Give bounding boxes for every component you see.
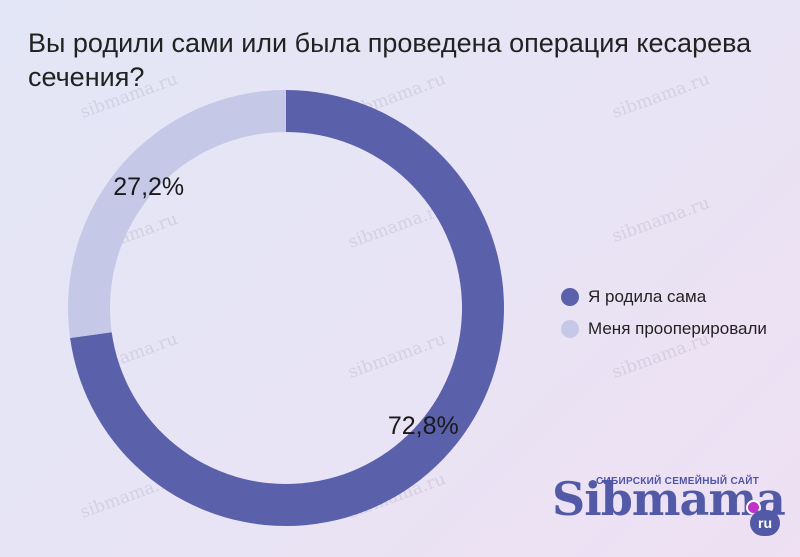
slice-value-label: 27,2% <box>113 173 184 201</box>
logo-brand: Sibmama <box>552 472 786 526</box>
logo-tagline: СИБИРСКИЙ СЕМЕЙНЫЙ САЙТ <box>596 476 760 487</box>
sibmama-logo[interactable]: Sibmama СИБИРСКИЙ СЕМЕЙНЫЙ САЙТ ru <box>548 468 788 538</box>
legend: Я родила сама Меня прооперировали <box>561 283 767 347</box>
logo-dot-icon <box>748 502 759 513</box>
donut-slice-1[interactable] <box>68 90 286 339</box>
legend-item-operated[interactable]: Меня прооперировали <box>561 315 767 343</box>
chart-title: Вы родили сами или была проведена операц… <box>28 28 752 92</box>
legend-swatch <box>561 288 579 306</box>
logo-tld: ru <box>750 510 780 536</box>
legend-label: Меня прооперировали <box>588 319 767 338</box>
legend-swatch <box>561 320 579 338</box>
legend-label: Я родила сама <box>588 287 707 306</box>
slice-value-label: 72,8% <box>388 412 459 440</box>
legend-item-self[interactable]: Я родила сама <box>561 283 767 311</box>
